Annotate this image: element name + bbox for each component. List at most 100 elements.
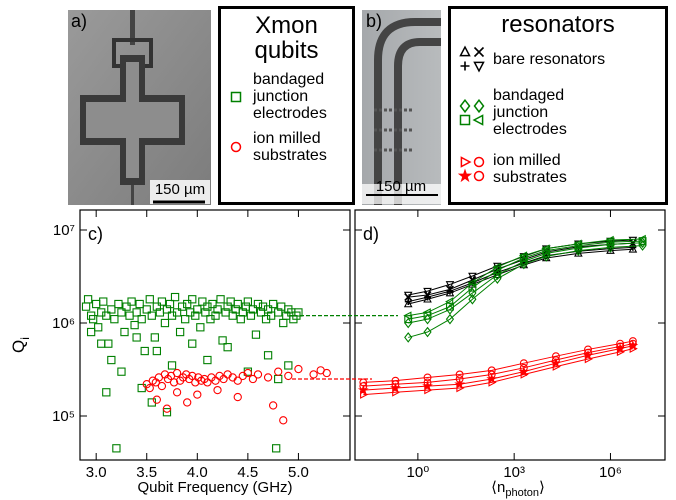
marker — [244, 298, 251, 305]
marker — [115, 300, 122, 307]
marker — [158, 382, 165, 389]
panel-label: b) — [366, 11, 382, 31]
x-tick-label: 3.0 — [86, 464, 107, 481]
marker — [280, 417, 287, 424]
marker — [126, 312, 133, 319]
marker — [103, 389, 110, 396]
marker — [161, 319, 168, 326]
marker — [177, 328, 184, 335]
marker — [82, 303, 89, 310]
marker — [295, 365, 302, 372]
marker — [153, 396, 160, 403]
marker — [138, 316, 145, 323]
marker — [184, 300, 191, 307]
marker — [166, 300, 173, 307]
marker — [461, 115, 470, 124]
legend-entry: ion milled substrates — [227, 130, 346, 164]
marker — [173, 389, 180, 396]
marker — [98, 340, 105, 347]
marker — [128, 298, 135, 305]
marker — [138, 384, 145, 391]
legend-marker — [227, 89, 247, 105]
marker — [133, 309, 140, 316]
marker — [131, 321, 138, 328]
marker — [475, 172, 484, 181]
y-axis-label-part: Q — [9, 340, 28, 353]
x-tick-label: 10⁶ — [599, 464, 622, 481]
marker — [224, 344, 231, 351]
legend-label: ion milled substrates — [253, 130, 346, 164]
marker — [189, 340, 196, 347]
marker — [93, 300, 100, 307]
marker — [461, 100, 470, 112]
marker — [227, 298, 234, 305]
marker — [171, 293, 178, 300]
marker — [474, 115, 483, 124]
legend-entry: bare resonators — [457, 45, 659, 73]
x-axis-label-part: ⟨n — [491, 479, 505, 496]
marker — [275, 368, 282, 375]
x-axis-label-part: photon — [505, 487, 539, 499]
scale-bar-label: 150 µm — [155, 181, 205, 198]
marker — [232, 143, 241, 152]
y-tick-label: 10⁶ — [52, 315, 75, 332]
marker — [118, 368, 125, 375]
legend-title: Xmon qubits — [247, 13, 327, 63]
figure: a) 150 µm b) 150 µm 3.03.54.04.55.010⁵10… — [0, 0, 676, 500]
micrograph-a — [68, 10, 211, 205]
marker — [264, 352, 271, 359]
marker — [273, 445, 280, 452]
marker — [209, 300, 216, 307]
marker — [136, 300, 143, 307]
marker — [280, 319, 287, 326]
legend-label: bandaged junction electrodes — [493, 87, 593, 138]
marker — [184, 399, 191, 406]
marker — [252, 331, 259, 338]
marker — [254, 371, 261, 378]
y-tick-label: 10⁷ — [53, 222, 75, 239]
marker — [285, 372, 292, 379]
marker — [84, 296, 91, 303]
marker — [197, 324, 204, 331]
marker — [232, 92, 241, 101]
x-axis-label: ⟨nphoton⟩ — [491, 479, 545, 499]
panel-label: c) — [88, 224, 103, 244]
marker — [214, 387, 221, 394]
marker — [285, 362, 292, 369]
y-axis-label: Qi — [9, 337, 32, 353]
marker — [310, 371, 317, 378]
marker — [237, 316, 244, 323]
legend-marker — [227, 139, 247, 155]
marker — [141, 347, 148, 354]
marker — [182, 316, 189, 323]
marker — [475, 62, 484, 71]
marker — [217, 296, 224, 303]
marker — [270, 300, 277, 307]
marker — [254, 300, 261, 307]
legend-marker — [457, 99, 487, 127]
legend-entry: ion milled substrates — [457, 152, 659, 186]
marker — [264, 374, 271, 381]
marker — [461, 158, 470, 167]
marker — [475, 48, 484, 57]
marker — [461, 47, 470, 56]
x-axis-label-part: ⟩ — [539, 479, 545, 496]
legend-label: bare resonators — [493, 51, 659, 68]
plot-frame — [355, 210, 665, 460]
marker — [113, 445, 120, 452]
y-axis-label-part: i — [18, 337, 32, 340]
marker — [111, 316, 118, 323]
marker — [100, 298, 107, 305]
marker — [234, 393, 241, 400]
marker — [168, 362, 175, 369]
marker — [105, 340, 112, 347]
scale-bar-label: 150 µm — [376, 178, 426, 195]
marker — [189, 296, 196, 303]
marker — [153, 347, 160, 354]
marker — [88, 328, 95, 335]
panel-label: d) — [363, 224, 379, 244]
legend-label: ion milled substrates — [493, 152, 593, 186]
marker — [461, 62, 470, 71]
legend-entry: bandaged junction electrodes — [227, 71, 346, 122]
